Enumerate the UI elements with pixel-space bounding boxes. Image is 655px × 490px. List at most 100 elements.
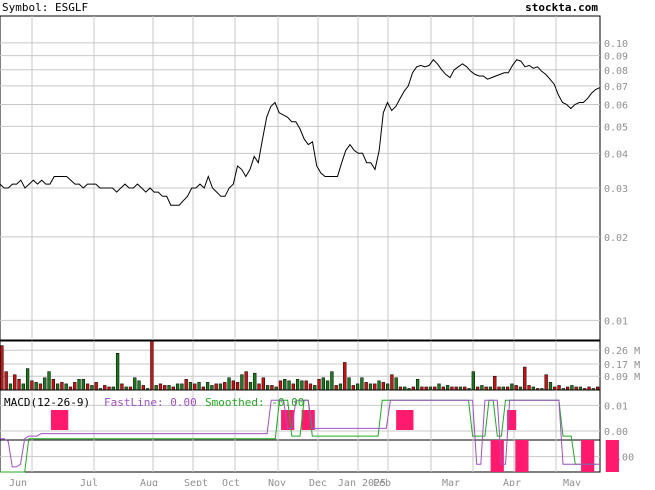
volume-bar: [38, 383, 43, 391]
volume-bar: [295, 379, 300, 391]
macd-histogram-bar-neg: [490, 440, 496, 472]
macd-histogram-bar: [55, 410, 61, 430]
price-tick-label: 0.09: [604, 52, 628, 63]
volume-bar: [261, 377, 265, 391]
volume-bar: [180, 383, 184, 391]
price-frame: [0, 15, 601, 341]
macd-histogram-bar: [59, 410, 65, 430]
volume-bar: [445, 385, 450, 391]
price-panel: 0.10 0.09 0.08 0.07 0.06 0.05 0.04 0.03 0.02 0.01: [0, 15, 628, 341]
macd-histogram-bar: [289, 410, 295, 430]
volume-bar: [510, 383, 514, 391]
volume-bar: [235, 382, 240, 391]
volume-bar: [8, 383, 13, 391]
volume-bar: [4, 371, 8, 391]
price-tick-label: 0.06: [604, 100, 628, 111]
volume-bar: [167, 385, 171, 391]
macd-histogram-bar-neg: [605, 440, 611, 472]
macd-histogram-bar-neg: [609, 440, 615, 472]
volume-bar: [205, 382, 210, 391]
volume-bar: [197, 382, 201, 391]
volume-bar: [385, 383, 390, 391]
volume-bar: [283, 379, 287, 391]
x-tick-label: Nov: [268, 478, 286, 486]
macd-tick-label: -0.00: [604, 453, 634, 464]
macd-histogram-bar: [305, 410, 311, 430]
macd-histogram-bar: [285, 410, 291, 430]
macd-histogram-bar-neg: [585, 440, 591, 472]
source-label: stockta.com: [525, 1, 598, 14]
volume-bar: [527, 385, 531, 391]
volume-bar: [313, 385, 317, 391]
x-tick-label: Sept: [184, 478, 208, 486]
macd-histogram-bar: [507, 410, 513, 430]
volume-bar: [55, 383, 60, 391]
volume-bar: [115, 353, 120, 391]
volume-frame: [0, 340, 601, 391]
price-tick-label: 0.10: [604, 39, 628, 50]
volume-bar: [231, 380, 235, 391]
macd-histogram-bar-neg: [523, 440, 529, 472]
x-tick-label: Mar: [442, 478, 460, 486]
volume-bar: [85, 383, 90, 391]
volume-bar: [355, 383, 360, 391]
volume-bar: [304, 380, 308, 391]
volume-bar: [150, 340, 154, 391]
volume-bar: [214, 383, 218, 391]
symbol-label: Symbol: ESGLF: [2, 1, 88, 14]
volume-bar: [227, 377, 231, 391]
source-link[interactable]: stockta.com: [525, 1, 598, 14]
macd-histogram-bar: [400, 410, 406, 430]
volume-bar: [308, 383, 313, 391]
x-tick-label: May: [563, 478, 581, 486]
macd-histogram-bar-neg: [494, 440, 500, 472]
macd-smoothed-label: Smoothed: -0.00: [205, 396, 304, 409]
volume-bar: [17, 379, 21, 391]
volume-bar: [373, 383, 377, 391]
macd-histogram-bar: [50, 410, 56, 430]
volume-bar: [210, 385, 214, 391]
price-line: [0, 58, 601, 206]
volume-bar: [253, 372, 257, 391]
macd-title: MACD(12-26-9): [4, 396, 90, 409]
volume-bar: [0, 345, 4, 391]
volume-bar: [30, 380, 34, 391]
volume-bar: [415, 379, 420, 391]
volume-bar: [394, 377, 398, 391]
macd-histogram-bar: [309, 410, 315, 430]
volume-bar: [90, 385, 94, 391]
macd-histogram-bar-neg: [515, 440, 521, 472]
volume-bar: [343, 362, 347, 391]
macd-histogram-bar-neg: [498, 440, 504, 472]
volume-bar: [120, 383, 124, 391]
volume-bar: [368, 383, 373, 391]
volume-bar: [154, 385, 158, 391]
price-tick-label: 0.07: [604, 82, 628, 93]
price-tick-label: 0.05: [604, 122, 628, 133]
volume-bar: [523, 366, 527, 391]
volume-bar: [265, 385, 270, 391]
x-tick-label: Feb: [373, 478, 391, 486]
volume-bar: [158, 383, 163, 391]
volume-bar: [300, 380, 304, 391]
macd-histogram-bar: [281, 410, 287, 430]
volume-bar: [193, 383, 197, 391]
macd-histogram-bar: [511, 410, 517, 430]
volume-bar: [325, 380, 330, 391]
x-tick-label: Jan 2025: [338, 478, 386, 486]
x-tick-label: Aug: [140, 478, 158, 486]
volume-bar: [141, 385, 145, 391]
volume-tick-label: 0.09 M: [604, 372, 640, 383]
volume-bar: [163, 385, 167, 391]
volume-bar: [25, 368, 30, 391]
volume-bar: [244, 371, 248, 391]
volume-bar: [338, 383, 343, 391]
macd-smoothed-line: [0, 399, 596, 473]
volume-bar: [43, 377, 47, 391]
volume-bar: [493, 375, 497, 391]
volume-bar: [51, 379, 55, 391]
macd-histogram-bar: [396, 410, 402, 430]
volume-bar: [77, 379, 81, 391]
